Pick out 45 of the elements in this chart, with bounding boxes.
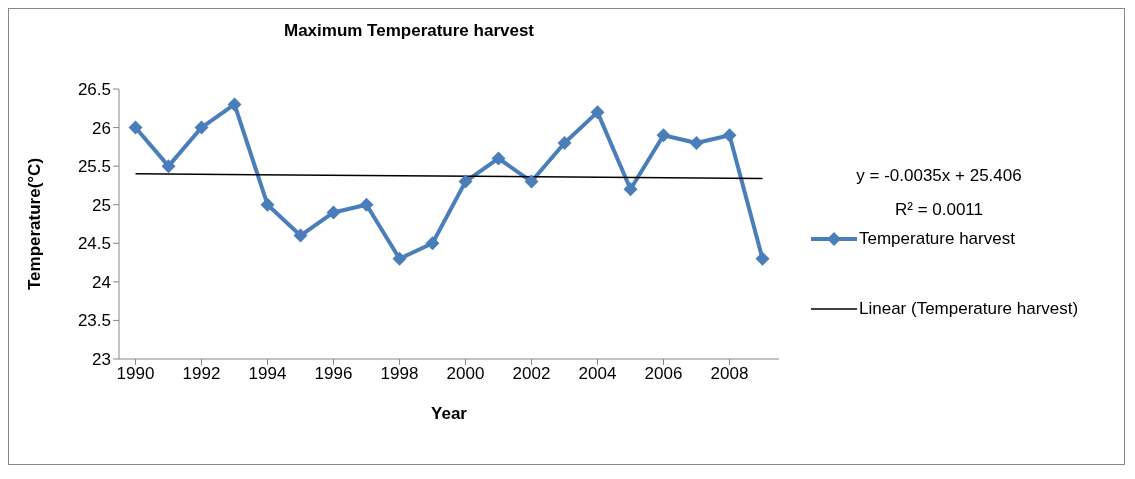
y-tick-label: 24.5 bbox=[77, 234, 111, 254]
point bbox=[326, 205, 341, 220]
x-tick-label: 2006 bbox=[644, 364, 683, 384]
point bbox=[161, 159, 176, 174]
point bbox=[227, 97, 242, 112]
y-axis-title: Temperature(°C) bbox=[25, 157, 45, 291]
point bbox=[425, 236, 440, 251]
point bbox=[392, 251, 407, 266]
y-tick-label: 23 bbox=[92, 350, 111, 370]
x-tick-label: 1996 bbox=[314, 364, 353, 384]
legend-label: Linear (Temperature harvest) bbox=[859, 299, 1080, 319]
y-tick-label: 25.5 bbox=[77, 157, 111, 177]
x-tick-label: 1998 bbox=[380, 364, 419, 384]
point bbox=[656, 128, 671, 143]
y-tick-label: 25 bbox=[92, 195, 111, 215]
y-tick-label: 23.5 bbox=[77, 311, 111, 331]
chart-title: Maximum Temperature harvest bbox=[282, 21, 536, 41]
point bbox=[689, 136, 704, 150]
point bbox=[359, 197, 374, 212]
x-tick-label: 2002 bbox=[512, 364, 551, 384]
x-tick-label: 1994 bbox=[248, 364, 287, 384]
y-tick-label: 24 bbox=[92, 272, 111, 292]
point bbox=[491, 151, 506, 166]
x-tick-label: 2004 bbox=[578, 364, 617, 384]
y-tick-label: 26 bbox=[92, 118, 111, 138]
point bbox=[590, 105, 605, 120]
text: y = -0.0035x + 25.406 bbox=[855, 165, 1023, 187]
x-axis-title: Year bbox=[431, 404, 468, 423]
text: R² = 0.0011 bbox=[893, 199, 984, 221]
point bbox=[458, 174, 473, 189]
point bbox=[524, 174, 539, 189]
x-tick-label: 1990 bbox=[116, 364, 155, 384]
point bbox=[128, 120, 143, 135]
point bbox=[194, 120, 209, 135]
legend-label: Temperature harvest bbox=[859, 229, 1016, 249]
x-tick-label: 1992 bbox=[182, 364, 221, 384]
x-tick-label: 2008 bbox=[710, 364, 749, 384]
point bbox=[260, 197, 275, 212]
y-tick-label: 26.5 bbox=[77, 80, 111, 100]
point bbox=[623, 182, 638, 197]
point bbox=[293, 228, 308, 243]
point bbox=[722, 128, 737, 143]
point bbox=[557, 136, 572, 150]
point bbox=[755, 251, 770, 266]
x-tick-label: 2000 bbox=[446, 364, 485, 384]
